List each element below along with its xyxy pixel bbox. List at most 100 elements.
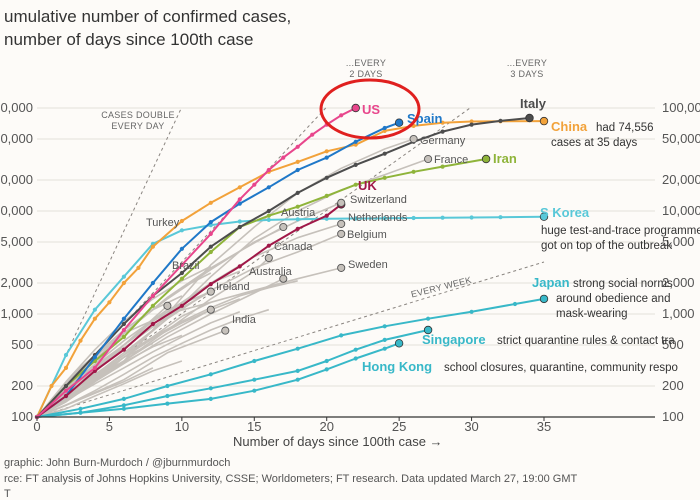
series-point-iran-6 [208,249,213,255]
series-point-singapore-7 [324,358,329,364]
series-point-japan-6 [295,346,300,351]
annotation-singapore-0: strict quarantine rules & contact tra [497,335,675,347]
series-point-italy-10 [324,175,329,180]
series-point-iran-11 [353,182,358,187]
series-point-japan-11 [512,301,518,307]
y-tick-label-right-50000: 50,000 [662,131,700,146]
annotation-s-korea-1: got on top of the outbreak [541,240,672,252]
series-point-us-6 [208,231,213,236]
grey-series [36,138,429,418]
series-point-singapore-9 [382,337,387,342]
series-endpoint-netherlands [337,219,346,228]
series-label-sweden: Sweden [348,259,388,271]
series-label-france: France [434,154,468,166]
series-point-china-10 [208,200,213,205]
x-tick-label-35: 35 [537,419,551,434]
series-point-italy-15 [469,122,474,127]
series-line-australia [36,277,284,418]
series-line-spain [36,121,400,418]
series-point-china-8 [150,244,155,249]
series-point-s-korea-13 [411,215,416,221]
series-point-italy-12 [382,151,387,156]
series-point-italy-7 [237,224,242,230]
y-tick-label-right-100: 100 [662,409,684,424]
guide-label-3d: ...EVERY 3 DAYS [507,58,547,79]
guide-line-2d [36,107,327,418]
series-label-ireland: Ireland [216,281,250,293]
series-point-uk-9 [295,226,300,231]
series-point-singapore-2 [121,403,126,408]
series-endpoint-turkey [163,301,172,310]
series-point-japan-10 [469,309,474,314]
x-tick-label-25: 25 [392,419,406,434]
guide-label-1d: CASES DOUBLE EVERY DAY [101,110,175,131]
series-point-china-6 [121,280,126,286]
x-tick-label-0: 0 [33,419,40,434]
y-tick-label-right-20000: 20,000 [662,172,700,187]
series-point-uk-8 [266,243,271,248]
series-point-s-korea-5 [179,228,184,233]
series-endpoint-germany [409,134,418,144]
series-endpoint-belgium [337,229,346,238]
series-point-china-16 [382,128,387,133]
series-label-s-korea: S Korea [540,205,590,220]
series-point-spain-7 [237,201,242,206]
series-point-hong-kong-7 [324,367,329,372]
series-point-china-19 [469,119,474,124]
series-point-hong-kong-8 [353,356,358,361]
series-point-hong-kong-5 [252,388,257,393]
series-line-china [36,120,545,418]
x-tick-label-20: 20 [319,419,333,434]
series-point-spain-11 [353,139,358,144]
series-label-china: China [551,119,588,134]
series-point-italy-16 [498,118,503,123]
series-point-italy-6 [208,244,213,249]
annotations: had 74,556 cases at 35 days huge test-and-… [319,78,700,374]
series-point-singapore-4 [208,386,213,391]
series-point-us-14 [339,113,344,118]
series-point-s-korea-8 [266,217,271,222]
series-point-iran-8 [266,213,271,218]
series-point-italy-11 [353,162,358,167]
chart-title: umulative number of confirmed cases, num… [4,7,291,49]
series-labels: US Spain Italy China Iran UK S Korea Japan Singa… [146,96,590,374]
series-point-uk-3 [121,347,126,352]
series-point-uk-5 [179,303,184,308]
series-label-switzerland: Switzerland [350,194,407,206]
x-tick-label-5: 5 [106,419,113,434]
series-label-japan: Japan [532,275,570,290]
series-point-singapore-8 [353,347,358,352]
series-point-uk-4 [150,321,155,327]
annotation-hong-kong-0: school closures, quarantine, community r… [444,362,678,374]
series-point-iran-5 [179,276,184,281]
series-point-s-korea-1 [63,352,69,358]
series-endpoint-india [221,326,230,335]
annotation-japan-1: around obedience and [556,293,670,305]
series-point-china-9 [179,218,184,224]
series-point-iran-4 [150,303,155,308]
series-point-s-korea-16 [498,215,503,220]
series-point-spain-12 [382,125,387,131]
series-point-spain-5 [179,246,184,251]
series-point-japan-5 [252,358,257,364]
y-tick-label-right-5000: 5,000 [662,234,695,249]
footer-ft: T [4,488,11,500]
series-point-china-3 [78,338,83,343]
series-point-iran-13 [411,169,416,174]
series-label-austria: Austria [281,207,316,219]
x-axis-title: Number of days since 100th case → [233,434,443,449]
annotation-china-0: had 74,556 [596,122,654,134]
series-label-brazil: Brazil [172,260,200,272]
series-line-italy [36,117,530,418]
series-label-iran: Iran [493,151,517,166]
series-point-iran-14 [440,164,445,169]
series-point-iran-15 [481,154,491,164]
series-point-uk-6 [208,282,213,287]
series-point-spain-10 [324,155,329,160]
series-line-india [36,329,226,418]
y-tick-label-right-10000: 10,000 [662,203,700,218]
y-tick-label-left-20000: 0,000 [0,172,33,187]
series-label-uk: UK [358,178,377,193]
series-point-hong-kong-2 [121,406,126,411]
footer-credit: graphic: John Burn-Murdoch / @jburnmurdo… [4,457,230,469]
